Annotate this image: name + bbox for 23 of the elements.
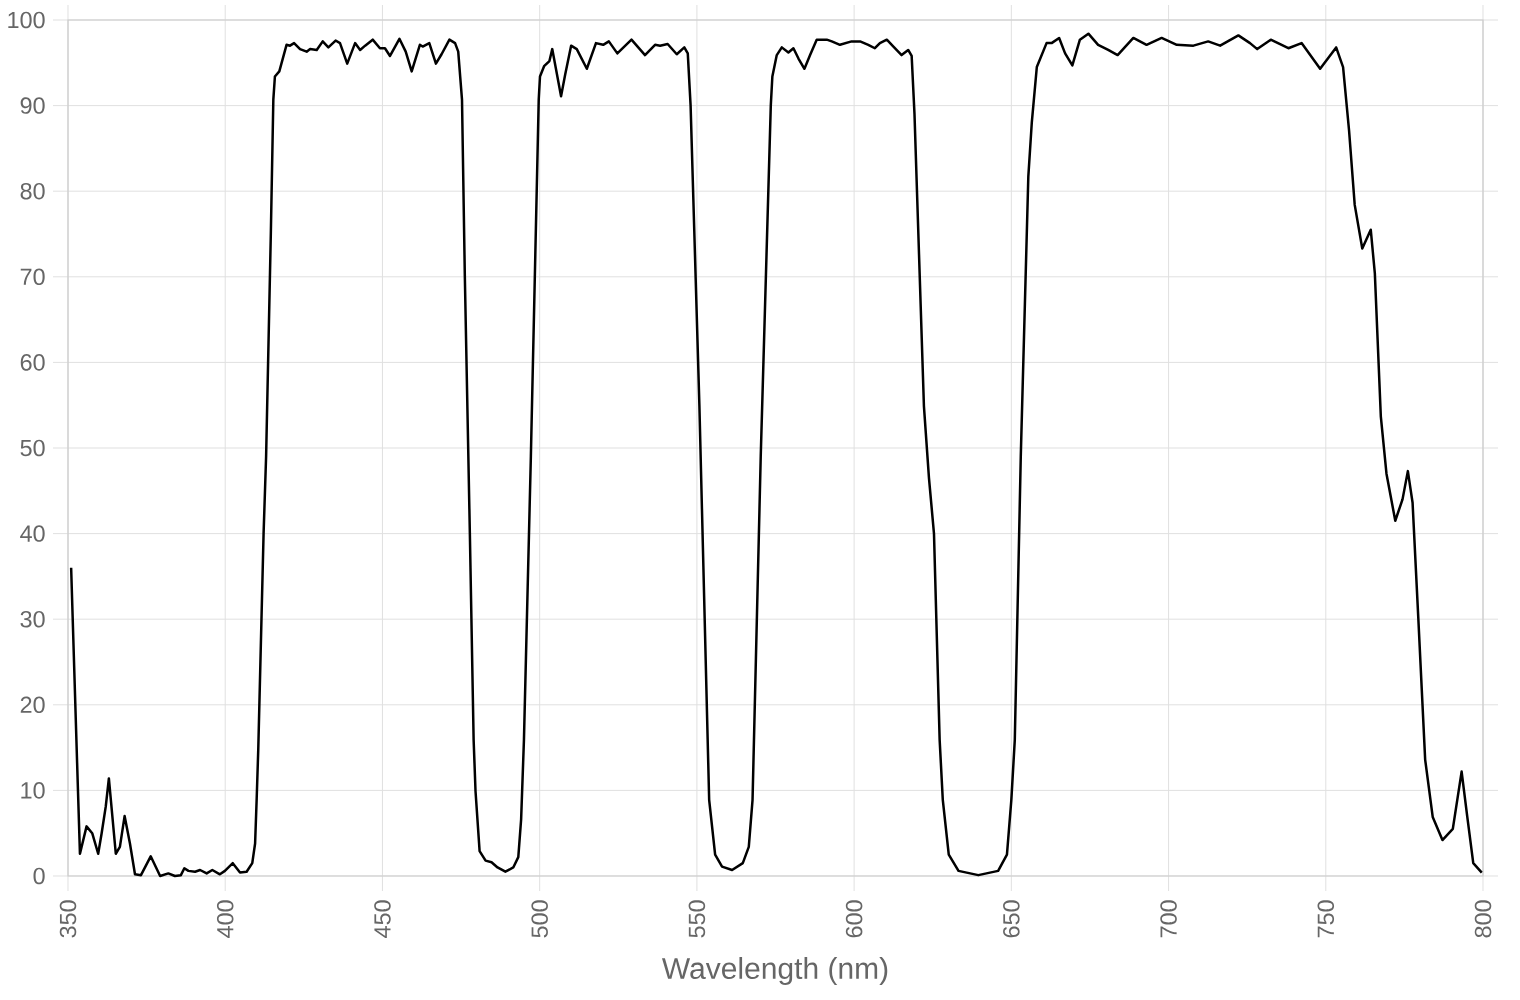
y-tick-label: 50: [20, 439, 45, 457]
y-tick-label: 40: [20, 525, 45, 542]
x-tick-label: 550: [688, 900, 706, 938]
y-tick-label: 100: [8, 11, 45, 29]
x-tick-label: 500: [531, 900, 548, 938]
x-tick-label: 450: [374, 900, 391, 938]
x-axis-title: Wavelength (nm): [661, 957, 888, 985]
x-tick-label: 350: [59, 900, 77, 938]
line-series: [69, 32, 1483, 878]
y-tick-label: 90: [20, 97, 45, 114]
x-tick-label: 750: [1317, 900, 1335, 938]
x-tick-label: 600: [845, 900, 863, 938]
y-tick-label: 60: [20, 354, 45, 371]
x-tick-label: 400: [216, 900, 234, 938]
y-tick-label: 80: [20, 182, 45, 200]
y-tick-label: 30: [20, 610, 45, 628]
x-tick-label: 700: [1160, 900, 1177, 938]
x-tick-label: 800: [1474, 900, 1492, 938]
y-tick-label: 0: [33, 867, 45, 885]
y-tick-label: 20: [20, 696, 45, 714]
x-tick-label: 650: [1003, 900, 1020, 938]
y-tick-label: 10: [21, 782, 45, 799]
y-tick-label: 70: [20, 268, 45, 286]
